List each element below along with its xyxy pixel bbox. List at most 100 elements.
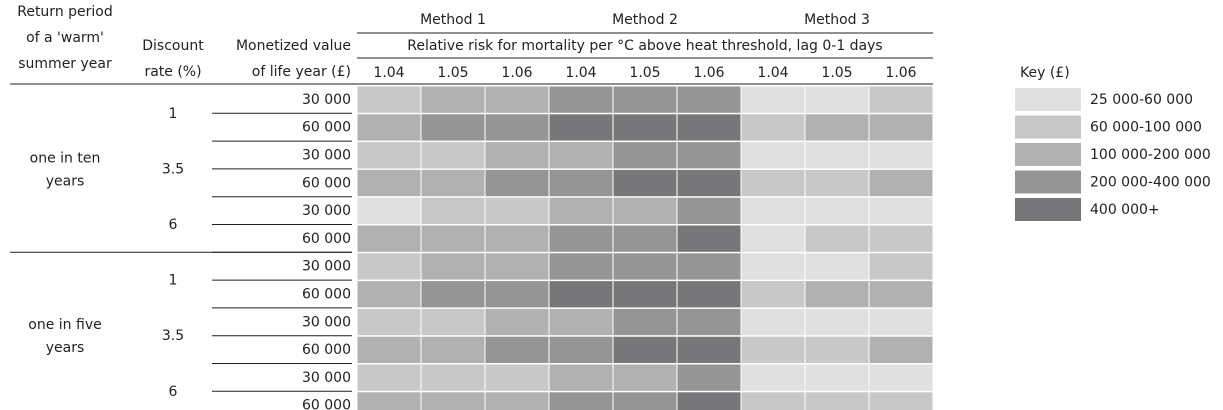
cell <box>805 364 869 391</box>
cell <box>677 197 741 224</box>
cell <box>613 225 677 252</box>
cell <box>613 86 677 113</box>
cell <box>421 197 485 224</box>
cell <box>677 308 741 336</box>
life-value: 60 000 <box>302 342 351 358</box>
cell <box>869 114 933 141</box>
cell <box>421 392 485 410</box>
period: years <box>46 340 85 356</box>
life-value: 30 000 <box>302 314 351 330</box>
cell <box>357 364 421 391</box>
cell <box>485 142 549 169</box>
cell <box>613 308 677 336</box>
cell <box>421 253 485 280</box>
cell <box>613 169 677 197</box>
cell <box>421 86 485 113</box>
period-header: summer year <box>18 56 112 72</box>
cell <box>357 114 421 141</box>
cell <box>549 142 613 169</box>
key-label: 25 000-60 000 <box>1090 92 1193 108</box>
cell <box>741 308 805 336</box>
cell <box>741 364 805 391</box>
cell <box>613 392 677 410</box>
cell <box>421 169 485 197</box>
cell <box>485 281 549 308</box>
cell <box>805 392 869 410</box>
cell <box>485 336 549 363</box>
risk-header: 1.05 <box>821 65 852 81</box>
cell <box>741 86 805 113</box>
key-swatch <box>1015 115 1081 139</box>
cell <box>677 281 741 308</box>
cell <box>869 197 933 224</box>
period: one in five <box>28 317 101 333</box>
cell <box>549 114 613 141</box>
cell <box>549 308 613 336</box>
cell <box>805 142 869 169</box>
cell <box>805 197 869 224</box>
cell <box>485 308 549 336</box>
cell <box>805 86 869 113</box>
cell <box>741 253 805 280</box>
cell <box>741 142 805 169</box>
life-value: 60 000 <box>302 287 351 303</box>
cell <box>677 225 741 252</box>
cell <box>357 142 421 169</box>
value-header: Monetized value <box>236 38 351 54</box>
risk-header: 1.06 <box>693 65 724 81</box>
cell <box>549 253 613 280</box>
cell <box>869 392 933 410</box>
life-value: 60 000 <box>302 398 351 410</box>
cell <box>549 392 613 410</box>
cell <box>805 169 869 197</box>
key-label: 100 000-200 000 <box>1090 147 1211 163</box>
risk-header: 1.04 <box>373 65 404 81</box>
cell <box>485 114 549 141</box>
key-swatch <box>1015 143 1081 166</box>
cell <box>549 86 613 113</box>
cell <box>357 392 421 410</box>
life-value: 60 000 <box>302 231 351 247</box>
cell <box>485 253 549 280</box>
method-header: Method 3 <box>804 12 870 28</box>
rate-header: rate (%) <box>144 64 201 80</box>
cell <box>613 336 677 363</box>
life-value: 30 000 <box>302 92 351 108</box>
cell <box>869 281 933 308</box>
cell <box>613 281 677 308</box>
period-header: Return period <box>17 4 113 20</box>
cell <box>677 364 741 391</box>
cell <box>869 308 933 336</box>
cell <box>869 336 933 363</box>
cell <box>421 336 485 363</box>
life-value: 30 000 <box>302 370 351 386</box>
cell <box>549 336 613 363</box>
cell <box>549 364 613 391</box>
cell <box>805 253 869 280</box>
cell <box>421 114 485 141</box>
risk-header: 1.05 <box>437 65 468 81</box>
life-value: 60 000 <box>302 120 351 136</box>
cell <box>485 169 549 197</box>
cell <box>421 281 485 308</box>
cell <box>421 308 485 336</box>
risk-header: 1.05 <box>629 65 660 81</box>
cell <box>741 281 805 308</box>
cell <box>357 86 421 113</box>
cell <box>869 169 933 197</box>
cell <box>357 308 421 336</box>
cell <box>677 86 741 113</box>
cell <box>805 308 869 336</box>
cell <box>485 86 549 113</box>
cell <box>805 114 869 141</box>
life-value: 60 000 <box>302 175 351 191</box>
cell <box>741 114 805 141</box>
cell <box>357 336 421 363</box>
method-header: Method 2 <box>612 12 678 28</box>
risk-header: 1.04 <box>565 65 596 81</box>
risk-header: 1.06 <box>501 65 532 81</box>
key-swatch <box>1015 88 1081 111</box>
rate: 3.5 <box>162 328 184 344</box>
cell <box>805 281 869 308</box>
cell <box>869 225 933 252</box>
